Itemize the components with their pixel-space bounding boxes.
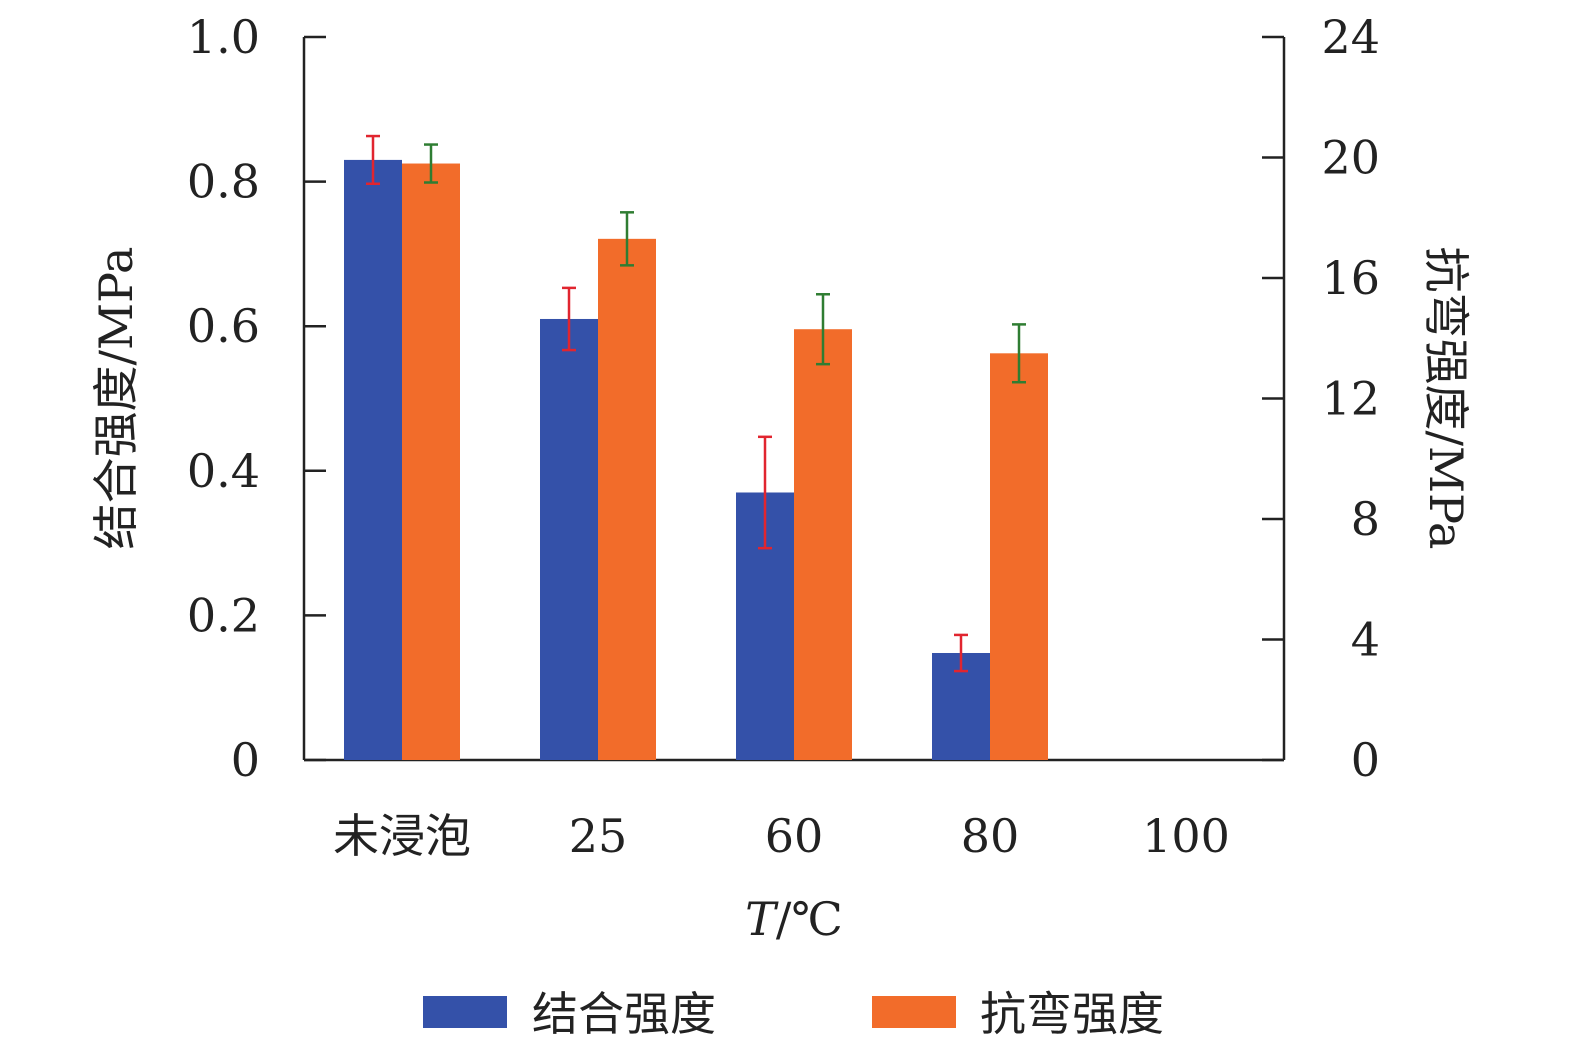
y2-tick-label: 8 [1351,492,1380,546]
y2-tick-label: 0 [1351,733,1380,787]
bar-flex [794,329,852,760]
x-tick-label: 80 [961,809,1020,863]
ticks: 0 0.2 0.4 0.6 0.8 1.0 0 4 8 12 16 20 24 未浸泡 25 60 80 100 [187,10,1380,863]
x-tick-label: 60 [765,809,824,863]
y-tick-label: 0.2 [187,588,260,642]
x-tick-label: 25 [569,809,628,863]
y2-tick-label: 16 [1321,251,1380,305]
x-axis-label-var: T [745,892,779,946]
legend-swatch-flex [872,996,956,1028]
legend-swatch-bond [423,996,507,1028]
bar-flex [990,353,1048,760]
legend: 结合强度 抗弯强度 [423,987,1164,1041]
y2-axis-label: 抗弯强度/MPa [1419,247,1473,550]
y2-tick-label: 12 [1321,372,1380,426]
y2-tick-label: 4 [1351,613,1380,667]
y-tick-label: 0.6 [187,299,260,353]
bar-bond [344,159,402,760]
x-axis-label: T/℃ [745,892,843,946]
y2-tick-label: 24 [1321,10,1380,64]
x-tick-label: 未浸泡 [333,809,471,863]
legend-label-flex: 抗弯强度 [980,987,1164,1041]
y2-tick-label: 20 [1321,131,1380,185]
legend-label-bond: 结合强度 [532,987,716,1041]
bar-bond [540,318,598,760]
y-tick-label: 0.8 [187,155,260,209]
x-axis-label-unit: /℃ [776,892,843,946]
y-tick-label: 0 [231,733,260,787]
bar-flex [402,163,460,760]
y-tick-label: 0.4 [187,444,260,498]
bar-flex [598,238,656,760]
x-tick-label: 100 [1142,809,1230,863]
y-axis-label: 结合强度/MPa [89,247,143,550]
y-tick-label: 1.0 [187,10,260,64]
bars [344,134,1048,760]
